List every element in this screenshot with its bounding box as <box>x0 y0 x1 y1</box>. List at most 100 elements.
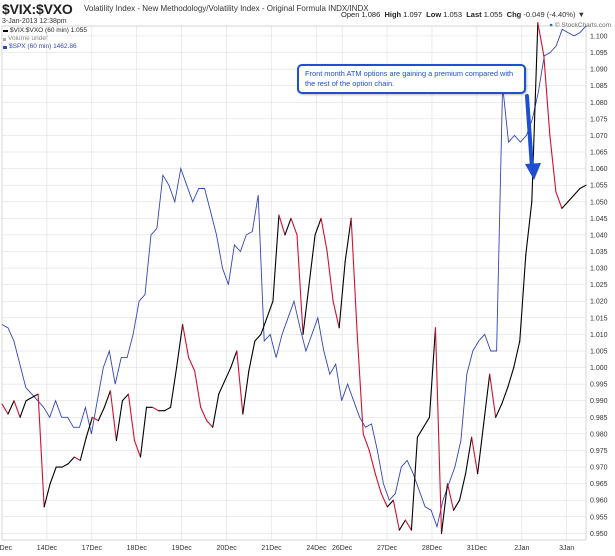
chart-symbol: $VIX:$VXO <box>2 1 73 17</box>
y-tick-label: 0.955 <box>590 514 608 521</box>
ratio-segment-down <box>194 370 202 408</box>
ratio-segment-up <box>230 350 238 369</box>
ratio-segment-up <box>242 370 250 415</box>
ratio-segment-up <box>170 367 178 408</box>
ratio-segment-up <box>164 406 172 412</box>
y-tick-label: 0.960 <box>590 498 608 505</box>
chg-label: Chg <box>506 10 522 19</box>
ratio-segment-down <box>332 300 340 329</box>
last-value: 1.055 <box>483 10 503 19</box>
ratio-segment-down <box>296 234 304 335</box>
ratio-segment-down <box>555 191 563 209</box>
ratio-segment-up <box>410 436 418 531</box>
ratio-segment-up <box>103 390 111 408</box>
ratio-segment-down <box>549 134 557 193</box>
ratio-segment-up <box>501 386 509 405</box>
ratio-segment-down <box>368 449 376 475</box>
ratio-segment-up <box>121 393 129 402</box>
ratio-segment-up <box>85 416 93 438</box>
y-tick-label: 0.995 <box>590 382 608 389</box>
legend-volume: Volume undef <box>3 35 87 43</box>
ratio-segment-up <box>314 217 322 236</box>
x-tick-label: 20Dec <box>216 545 237 552</box>
ratio-segment-up <box>561 201 569 209</box>
ratio-segment-up <box>19 400 27 418</box>
x-tick-label: 27Dec <box>377 545 398 552</box>
x-tick-label: 19Dec <box>172 545 193 552</box>
ratio-segment-down <box>404 519 412 531</box>
ratio-segment-down <box>13 400 21 418</box>
ratio-segment-down <box>362 433 370 452</box>
ratio-segment-down <box>356 333 364 435</box>
ratio-segment-down <box>151 406 160 412</box>
x-tick-label: 13Dec <box>0 545 13 552</box>
y-tick-label: 1.080 <box>590 100 608 107</box>
y-tick-label: 1.010 <box>590 332 608 339</box>
open-label: Open <box>341 10 360 19</box>
ratio-segment-up <box>459 473 467 501</box>
y-tick-label: 1.015 <box>590 315 608 322</box>
high-label: High <box>384 10 402 19</box>
y-tick-label: 1.050 <box>590 199 608 206</box>
last-label: Last <box>466 10 482 19</box>
legend-volume-label: Volume undef <box>8 35 48 42</box>
ratio-segment-up <box>284 217 292 236</box>
y-tick-label: 1.040 <box>590 232 608 239</box>
open-value: 1.086 <box>361 10 381 19</box>
x-tick-label: 24Dec <box>306 545 327 552</box>
credit: ● © StockCharts.com <box>549 22 611 29</box>
x-tick-label: 31Dec <box>467 545 488 552</box>
y-tick-label: 0.970 <box>590 465 608 472</box>
ratio-segment-up <box>513 340 521 369</box>
ratio-segment-up <box>416 426 424 438</box>
ratio-segment-up <box>519 254 527 342</box>
ratio-segment-up <box>224 367 232 382</box>
ratio-segment-up <box>525 201 533 256</box>
ratio-segment-up <box>344 217 352 262</box>
ratio-segment-up <box>79 436 87 461</box>
ratio-segment-up <box>266 300 274 319</box>
x-tick-label: 14Dec <box>37 545 58 552</box>
ratio-segment-up <box>254 333 262 342</box>
y-tick-label: 1.100 <box>590 33 608 40</box>
ratio-segment-down <box>392 499 400 531</box>
ratio-segment-up <box>573 187 581 196</box>
y-tick-label: 0.975 <box>590 448 608 455</box>
ratio-segment-down <box>320 217 328 253</box>
ratio-segment-up <box>43 483 51 508</box>
ratio-segment-up <box>218 380 226 395</box>
y-tick-label: 1.000 <box>590 365 608 372</box>
chg-down-icon: ▼ <box>577 10 585 19</box>
ratio-segment-up <box>139 406 148 458</box>
ratio-segment-down <box>350 217 358 335</box>
ratio-segment-down <box>290 217 298 236</box>
y-tick-label: 1.030 <box>590 266 608 273</box>
ratio-segment-down <box>127 393 136 442</box>
chart-date: 3-Jan-2013 12:38pm <box>2 18 67 25</box>
legend: $VIX:$VXO (60 min) 1.055 Volume undef $S… <box>3 27 87 51</box>
x-tick-label: 2Jan <box>514 545 529 552</box>
y-tick-label: 1.085 <box>590 83 608 90</box>
ratio-segment-up <box>507 367 515 389</box>
ratio-segment-up <box>260 317 268 335</box>
ratio-segment-down <box>543 55 551 136</box>
ratio-segment-up <box>495 403 503 418</box>
stockcharts-logo-icon: ● <box>549 22 554 29</box>
ratio-segment-down <box>537 22 545 57</box>
chg-value: -0.049 (-4.40%) <box>523 10 576 19</box>
y-tick-label: 1.020 <box>590 299 608 306</box>
ratio-segment-up <box>483 373 491 425</box>
ratio-segment-down <box>489 373 497 418</box>
y-tick-label: 0.980 <box>590 431 608 438</box>
ratio-segment-down <box>278 214 286 236</box>
ratio-segment-up <box>302 284 310 335</box>
ratio-segment-up <box>25 396 33 402</box>
x-tick-label: 18Dec <box>127 545 148 552</box>
ratio-segment-up <box>422 416 431 428</box>
y-tick-label: 0.990 <box>590 398 608 405</box>
ratio-segment-down <box>446 483 455 511</box>
ratio-segment-down <box>109 390 117 442</box>
y-tick-label: 1.045 <box>590 216 608 223</box>
